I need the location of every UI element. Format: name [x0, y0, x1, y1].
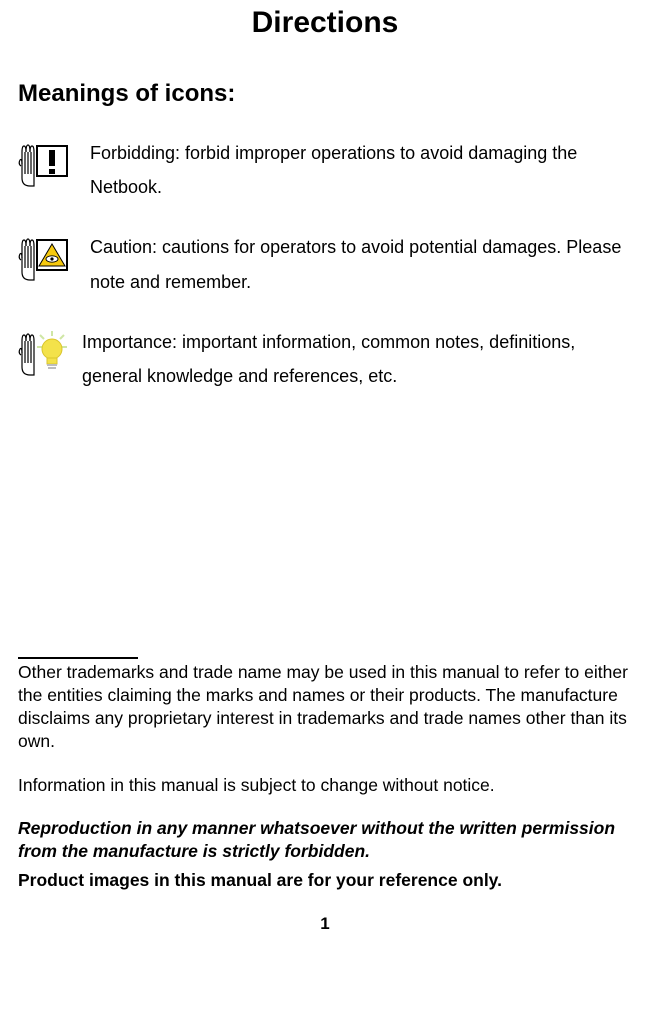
horizontal-divider	[18, 657, 138, 659]
caution-text: Caution: cautions for operators to avoid…	[72, 230, 632, 298]
caution-icon	[18, 230, 72, 284]
info-change-notice: Information in this manual is subject to…	[18, 774, 632, 797]
forbidding-text: Forbidding: forbid improper operations t…	[72, 136, 632, 204]
forbidding-icon	[18, 136, 72, 190]
vertical-spacer	[18, 419, 632, 657]
icon-row-caution: Caution: cautions for operators to avoid…	[18, 230, 632, 298]
icon-row-forbidding: Forbidding: forbid improper operations t…	[18, 136, 632, 204]
page-title: Directions	[18, 6, 632, 40]
document-page: Directions Meanings of icons:	[0, 6, 650, 1023]
importance-icon	[18, 325, 72, 379]
product-images-notice: Product images in this manual are for yo…	[18, 869, 632, 892]
importance-text: Importance: important information, commo…	[72, 325, 632, 393]
section-heading: Meanings of icons:	[18, 80, 632, 108]
trademark-notice: Other trademarks and trade name may be u…	[18, 661, 632, 753]
page-number: 1	[18, 914, 632, 934]
reproduction-notice: Reproduction in any manner whatsoever wi…	[18, 817, 632, 863]
icon-row-importance: Importance: important information, commo…	[18, 325, 632, 393]
